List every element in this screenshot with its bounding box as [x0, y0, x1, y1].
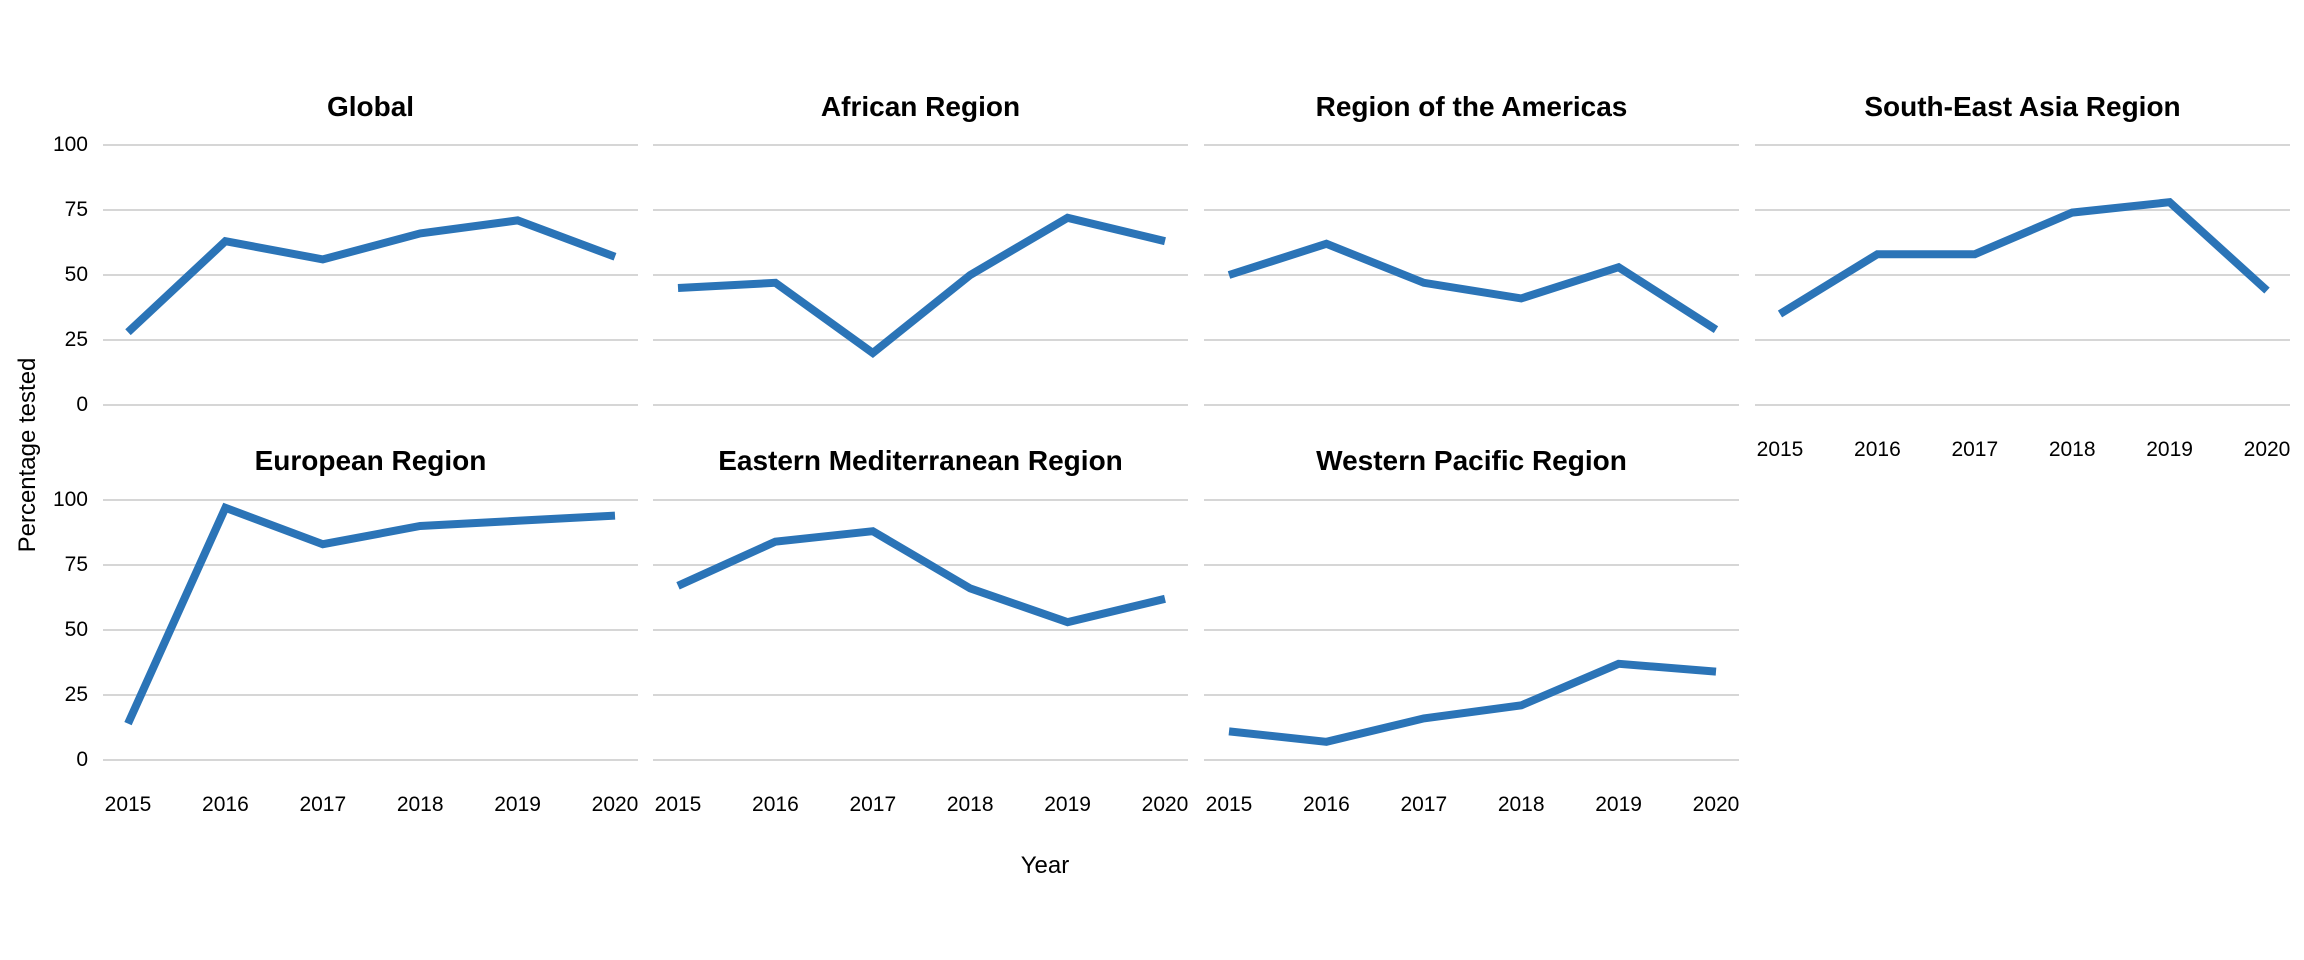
- facet-title: African Region: [820, 91, 1021, 122]
- x-tick-label: 2018: [946, 793, 994, 816]
- x-tick-label: 2015: [104, 793, 152, 816]
- data-line: [1228, 659, 1717, 746]
- facet-panel: [103, 499, 638, 761]
- facet-panel: [103, 144, 638, 406]
- y-tick-label: 100: [52, 488, 88, 511]
- y-tick-label: 50: [64, 618, 88, 641]
- facet-title: European Region: [254, 445, 487, 476]
- facet-title: Global: [326, 91, 415, 122]
- data-line: [1227, 239, 1719, 333]
- x-tick-label: 2020: [2243, 438, 2291, 461]
- data-line: [1777, 198, 2270, 318]
- x-tick-label: 2016: [1303, 793, 1350, 816]
- y-tick-label: 100: [52, 133, 88, 156]
- data-line: [676, 527, 1166, 627]
- data-line: [124, 502, 616, 726]
- x-tick-label: 2018: [2048, 438, 2096, 461]
- x-tick-label: 2016: [1854, 438, 1901, 461]
- x-tick-label: 2019: [494, 793, 541, 816]
- facet-title: Region of the Americas: [1315, 91, 1628, 122]
- y-axis-title: Percentage tested: [14, 357, 41, 553]
- x-tick-label: 2015: [654, 793, 702, 816]
- y-tick-label: 50: [64, 263, 88, 286]
- facet-panel: [653, 499, 1188, 761]
- x-tick-label: 2015: [1756, 438, 1804, 461]
- x-tick-label: 2018: [1497, 793, 1545, 816]
- x-tick-label: 2016: [202, 793, 249, 816]
- y-tick-label: 75: [64, 198, 88, 221]
- x-tick-label: 2020: [591, 793, 639, 816]
- data-line: [125, 216, 617, 336]
- facet-panel: [1204, 144, 1739, 406]
- x-tick-label: 2018: [396, 793, 444, 816]
- x-tick-label: 2017: [1951, 438, 1999, 461]
- y-tick-label: 25: [64, 328, 88, 351]
- y-tick-label: 0: [76, 748, 88, 771]
- x-tick-label: 2019: [1044, 793, 1091, 816]
- x-tick-label: 2016: [752, 793, 799, 816]
- facet-panel: [653, 144, 1188, 406]
- x-tick-label: 2019: [2146, 438, 2193, 461]
- x-tick-label: 2015: [1205, 793, 1253, 816]
- facet-title: Eastern Mediterranean Region: [718, 445, 1123, 476]
- y-tick-label: 75: [64, 553, 88, 576]
- y-tick-label: 25: [64, 683, 88, 706]
- facet-title: Western Pacific Region: [1316, 445, 1627, 476]
- facet-title: South-East Asia Region: [1864, 91, 2181, 122]
- facet-panel: [1755, 144, 2290, 406]
- x-tick-label: 2020: [1141, 793, 1189, 816]
- x-tick-label: 2017: [1400, 793, 1448, 816]
- y-tick-label: 0: [76, 393, 88, 416]
- x-tick-label: 2019: [1595, 793, 1642, 816]
- x-tick-label: 2020: [1692, 793, 1740, 816]
- x-tick-label: 2017: [849, 793, 897, 816]
- x-axis-title: Year: [1020, 852, 1070, 879]
- x-tick-label: 2017: [299, 793, 347, 816]
- data-line: [677, 213, 1166, 359]
- facet-panel: [1204, 499, 1739, 761]
